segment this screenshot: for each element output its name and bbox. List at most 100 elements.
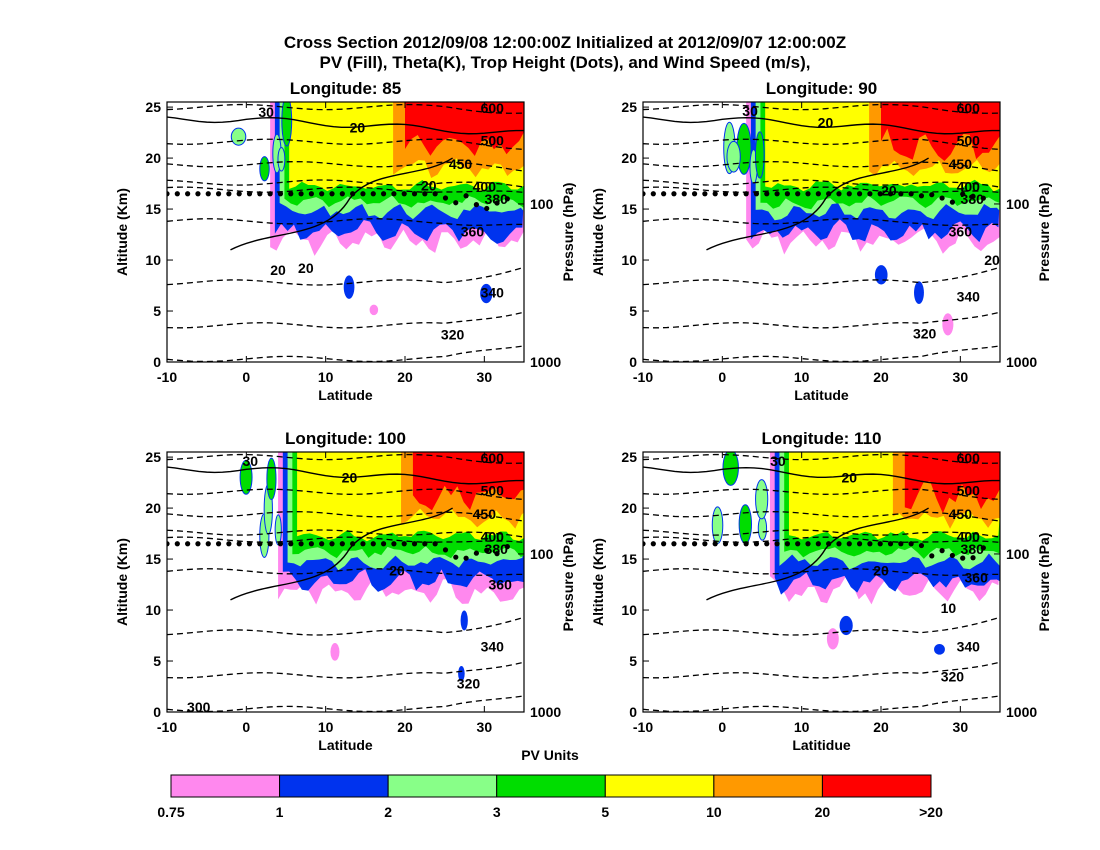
plot-frame [166,451,525,713]
y-tick-label: 0 [153,704,161,720]
y-tick-label: 15 [621,551,637,567]
wind-contours [643,466,1000,601]
x-tick-label: 30 [953,719,969,735]
theta-contour-label: 600 [481,450,505,466]
pv-colorbar: PV Units 0.75 1 2 3 5 10 20 >20 [157,747,943,820]
theta-contour-label: 600 [957,100,981,116]
wind-contours [167,116,524,251]
y-axis-label: Altitude (Km) [590,538,606,626]
theta-contour-label: 340 [957,639,981,655]
plot-frame [166,101,525,363]
wind-contours [167,466,524,601]
colorbar-box [170,774,281,798]
pressure-tick-label: 100 [530,196,554,212]
theta-contour-label: 360 [489,577,513,593]
theta-contour-label: 360 [965,569,989,585]
y-axis-label: Altitude (Km) [590,188,606,276]
y-tick-label: 25 [145,449,161,465]
theta-contour-label: 320 [441,326,465,342]
tropopause-dots [643,541,986,561]
wind-contour-label: 20 [342,469,358,485]
x-tick-label: 30 [477,719,493,735]
y-tick-label: 10 [621,602,637,618]
x-tick-label: 10 [318,719,334,735]
theta-contour-label: 360 [461,223,485,239]
theta-contour-label: 320 [457,675,481,691]
x-tick-label: 20 [397,369,413,385]
panel-title: Longitude: 110 [762,429,882,448]
theta-contour-label: 320 [913,325,937,341]
x-axis-label: Latitidue [792,737,851,753]
x-tick-label: 30 [477,369,493,385]
colorbar-box [279,774,389,798]
pv-fill [167,452,524,712]
y-axis-right-label: Pressure (hPa) [1036,183,1052,282]
colorbar-tick-label: 0.75 [157,804,184,820]
x-tick-label: -10 [633,369,653,385]
theta-contour-label: 300 [187,699,211,715]
x-axis-label: Latitude [318,737,373,753]
wind-contour-label: 20 [818,114,834,130]
theta-contour-label: 450 [473,506,497,522]
y-tick-label: 15 [621,201,637,217]
wind-contour-label: 10 [941,600,957,616]
colorbar-box [821,774,932,798]
pressure-tick-label: 1000 [1006,704,1037,720]
theta-contour-label: 500 [957,133,981,149]
theta-contour-label: 340 [481,639,505,655]
y-axis-label: Altitude (Km) [114,188,130,276]
x-tick-label: 0 [718,369,726,385]
colorbar-tick-label: 1 [276,804,284,820]
theta-contour-label: 400 [473,179,497,195]
figure-title-line-2: PV (Fill), Theta(K), Trop Height (Dots),… [320,53,811,72]
pressure-tick-label: 100 [530,546,554,562]
wind-contour-label: 20 [270,262,286,278]
theta-contour-label: 500 [481,483,505,499]
x-tick-label: 10 [318,369,334,385]
colorbar-box [387,774,498,798]
pv-fill [167,102,524,362]
pv-fill [643,102,1000,362]
plot-frame [642,451,1001,713]
wind-contour-label: 20 [421,178,437,194]
tropopause-dots [167,541,510,561]
y-tick-label: 15 [145,201,161,217]
wind-contour-label: 30 [258,104,274,120]
theta-contour-label: 600 [957,450,981,466]
theta-contour-label: 450 [949,156,973,172]
wind-contour-label: 20 [841,469,857,485]
y-tick-label: 5 [629,653,637,669]
y-tick-label: 0 [629,704,637,720]
colorbar-tick-label: 3 [493,804,501,820]
x-tick-label: 30 [953,369,969,385]
colorbar-tick-label: >20 [919,804,943,820]
theta-contour-label: 340 [481,285,505,301]
y-tick-label: 20 [145,150,161,166]
y-tick-label: 0 [153,354,161,370]
theta-contour-label: 360 [949,223,973,239]
x-tick-label: 10 [794,719,810,735]
colorbar-box [496,774,606,798]
y-tick-label: 5 [629,303,637,319]
pressure-tick-label: 100 [1006,196,1030,212]
theta-contour-label: 380 [961,191,985,207]
y-axis-right-label: Pressure (hPa) [560,533,576,632]
y-tick-label: 25 [621,449,637,465]
wind-contour-label: 30 [243,453,259,469]
x-tick-label: -10 [157,719,177,735]
y-tick-label: 10 [145,252,161,268]
colorbar-tick-label: 2 [384,804,392,820]
theta-contour-label: 380 [485,541,509,557]
y-tick-label: 0 [629,354,637,370]
x-tick-label: 10 [794,369,810,385]
y-tick-label: 15 [145,551,161,567]
x-axis-label: Latitude [794,387,849,403]
y-tick-label: 20 [145,500,161,516]
x-tick-label: -10 [633,719,653,735]
x-tick-label: 20 [397,719,413,735]
pressure-tick-label: 100 [1006,546,1030,562]
